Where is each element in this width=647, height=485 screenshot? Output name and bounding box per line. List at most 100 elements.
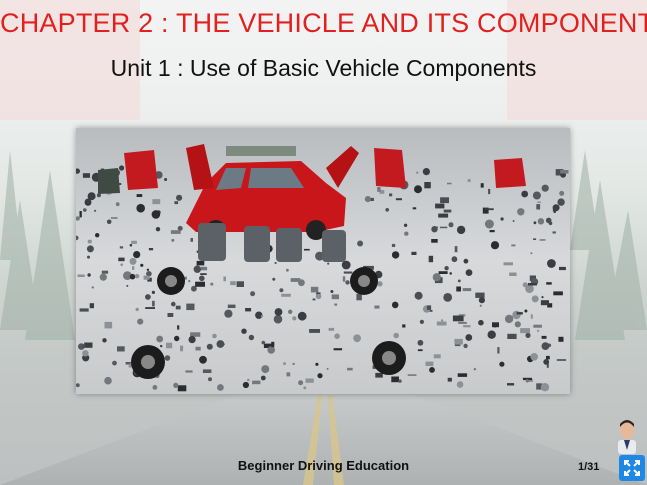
small-part: [341, 260, 351, 270]
small-part: [76, 168, 80, 174]
small-part: [375, 372, 383, 378]
small-part: [298, 380, 304, 386]
small-part: [261, 365, 270, 374]
small-part: [230, 281, 236, 286]
small-part: [558, 336, 564, 342]
small-part: [281, 293, 291, 297]
small-part: [160, 344, 163, 348]
small-part: [156, 335, 164, 343]
small-part: [524, 309, 528, 313]
small-part: [96, 193, 101, 198]
small-part: [76, 235, 79, 241]
small-part: [115, 202, 120, 207]
slide-title: CHAPTER 2 : THE VEHICLE AND ITS COMPONEN…: [0, 8, 647, 38]
small-part: [391, 251, 400, 259]
small-part: [379, 190, 385, 194]
door-panels: [98, 148, 526, 194]
small-part: [451, 256, 458, 263]
small-part: [487, 330, 496, 339]
small-part: [454, 246, 458, 253]
small-part: [196, 260, 205, 266]
small-part: [439, 226, 448, 229]
small-part: [414, 185, 422, 194]
small-part: [146, 271, 152, 277]
small-part: [489, 230, 495, 233]
small-part: [292, 362, 295, 366]
small-part: [541, 342, 550, 350]
small-part: [559, 190, 565, 196]
small-part: [520, 328, 530, 334]
small-part: [512, 310, 521, 320]
small-part: [151, 210, 161, 219]
small-part: [530, 314, 533, 319]
small-part: [125, 362, 131, 365]
small-part: [212, 333, 217, 339]
small-part: [556, 359, 567, 361]
small-part: [560, 170, 569, 174]
small-part: [458, 314, 466, 317]
small-part: [511, 244, 516, 247]
small-part: [104, 376, 112, 385]
small-part: [457, 279, 461, 283]
small-part: [166, 342, 173, 349]
small-part: [457, 373, 468, 377]
small-part: [87, 255, 90, 259]
small-part: [484, 208, 494, 211]
small-part: [331, 294, 339, 300]
small-part: [530, 353, 538, 361]
small-part: [136, 203, 145, 213]
small-part: [456, 381, 464, 388]
small-part: [274, 308, 283, 316]
small-part: [164, 355, 171, 361]
small-part: [398, 379, 402, 383]
small-part: [536, 204, 541, 210]
small-part: [200, 266, 208, 271]
small-part: [236, 281, 244, 287]
slide-subtitle: Unit 1 : Use of Basic Vehicle Components: [110, 55, 537, 81]
small-part: [428, 255, 434, 263]
small-part: [393, 332, 400, 339]
small-part: [448, 222, 454, 228]
small-part: [191, 285, 197, 292]
small-part: [245, 308, 252, 312]
small-part: [148, 248, 154, 251]
small-part: [425, 361, 434, 366]
small-part: [391, 301, 399, 309]
small-part: [440, 197, 449, 204]
small-part: [503, 262, 513, 266]
small-part: [227, 304, 236, 308]
small-part: [438, 271, 448, 274]
fullscreen-button[interactable]: [619, 455, 645, 481]
small-part: [456, 286, 461, 292]
small-part: [547, 259, 556, 268]
small-part: [504, 314, 514, 324]
small-part: [260, 315, 264, 318]
small-part: [484, 219, 494, 229]
small-part: [132, 266, 135, 270]
small-part: [525, 379, 529, 383]
small-part: [507, 333, 517, 339]
small-part: [514, 321, 521, 328]
small-part: [541, 296, 544, 299]
small-part: [479, 304, 482, 307]
small-part: [521, 190, 529, 198]
small-part: [395, 198, 402, 201]
small-part: [190, 238, 193, 242]
small-part: [309, 329, 320, 333]
small-part: [385, 208, 390, 212]
small-part: [174, 335, 180, 342]
small-part: [315, 293, 322, 300]
small-part: [447, 377, 452, 382]
small-part: [82, 173, 90, 178]
small-part: [353, 334, 361, 343]
small-part: [509, 272, 517, 276]
small-part: [164, 178, 168, 181]
small-part: [145, 307, 155, 309]
small-part: [210, 282, 214, 286]
small-part: [436, 321, 447, 326]
small-part: [557, 198, 565, 206]
small-part: [292, 316, 297, 321]
small-part: [536, 383, 543, 390]
small-part: [497, 347, 500, 354]
small-part: [326, 367, 329, 370]
